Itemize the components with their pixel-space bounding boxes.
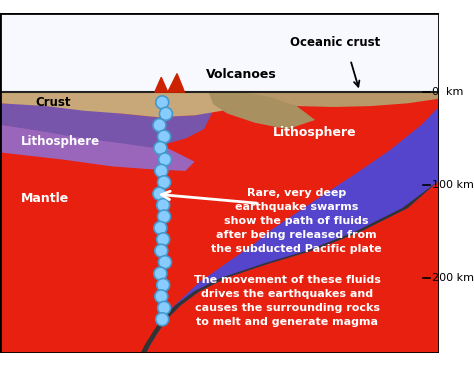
Circle shape (153, 119, 166, 132)
Text: Lithosphere: Lithosphere (20, 135, 100, 148)
Polygon shape (146, 92, 439, 352)
Text: Oceanic crust: Oceanic crust (291, 36, 381, 49)
Circle shape (158, 153, 172, 166)
Circle shape (158, 256, 172, 269)
Circle shape (155, 164, 168, 178)
Circle shape (155, 290, 168, 303)
Text: 0  km: 0 km (432, 87, 463, 97)
Polygon shape (0, 92, 241, 117)
Polygon shape (0, 103, 213, 148)
Text: The movement of these fluids
drives the earthquakes and
causes the surrounding r: The movement of these fluids drives the … (194, 275, 381, 327)
Circle shape (156, 279, 170, 291)
Circle shape (154, 221, 167, 234)
Text: Rare, very deep
earthquake swarms
show the path of fluids
after being released f: Rare, very deep earthquake swarms show t… (211, 188, 382, 254)
Polygon shape (155, 77, 168, 92)
Circle shape (156, 313, 169, 326)
Circle shape (156, 96, 169, 109)
Circle shape (154, 142, 167, 154)
Polygon shape (232, 92, 439, 107)
Text: 100 km: 100 km (432, 180, 474, 190)
Circle shape (156, 233, 170, 246)
Polygon shape (0, 92, 439, 352)
Polygon shape (0, 14, 439, 92)
Circle shape (153, 187, 166, 200)
Circle shape (159, 107, 173, 120)
Polygon shape (209, 92, 315, 129)
Polygon shape (0, 124, 195, 171)
Text: 200 km: 200 km (432, 273, 474, 283)
Circle shape (157, 210, 171, 223)
Polygon shape (168, 74, 184, 92)
Text: Crust: Crust (35, 96, 71, 109)
Text: Volcanoes: Volcanoes (206, 68, 276, 81)
Circle shape (156, 199, 170, 212)
Circle shape (157, 176, 171, 189)
Text: Mantle: Mantle (20, 192, 69, 205)
Polygon shape (141, 180, 439, 352)
Text: Lithosphere: Lithosphere (273, 126, 357, 138)
Circle shape (155, 244, 168, 257)
Circle shape (157, 130, 171, 143)
Circle shape (157, 301, 171, 314)
Circle shape (154, 267, 167, 280)
